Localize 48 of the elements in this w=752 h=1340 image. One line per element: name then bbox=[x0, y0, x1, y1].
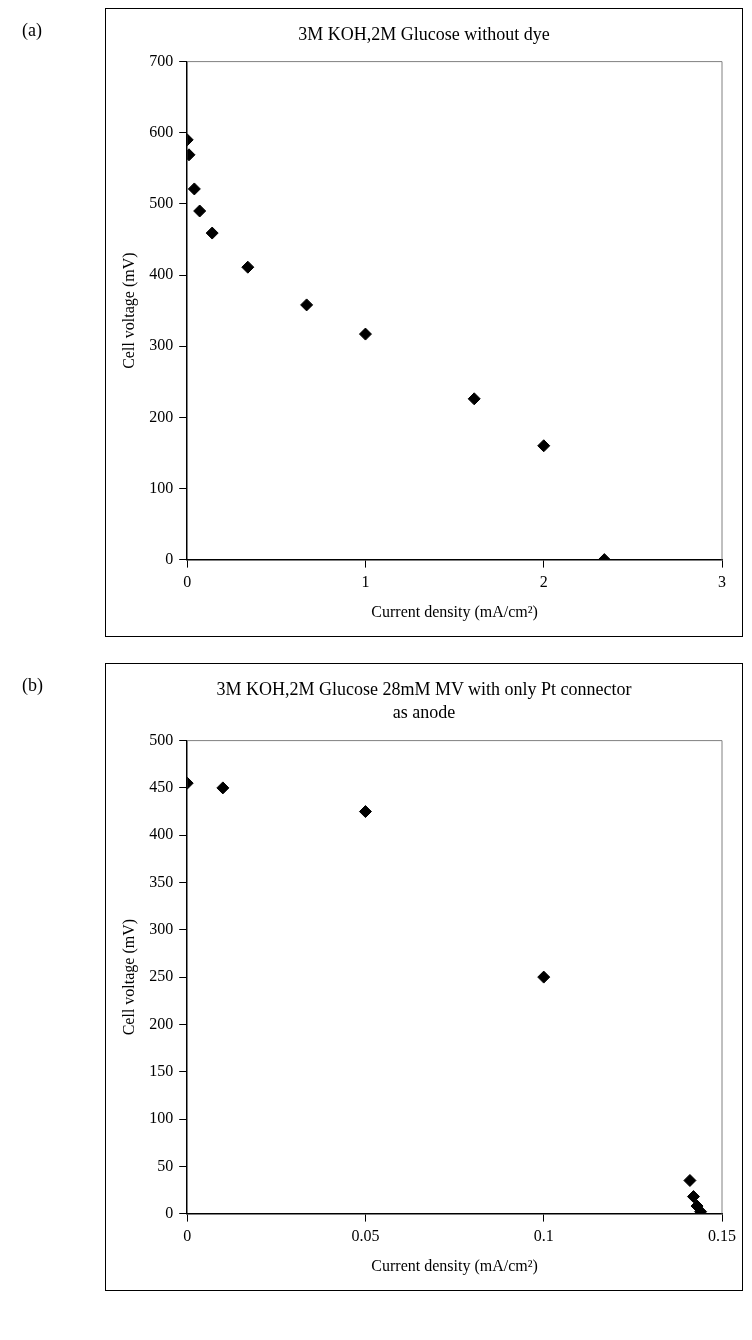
y-tick-label: 400 bbox=[149, 265, 174, 283]
x-tick-label: 0.1 bbox=[533, 1227, 554, 1245]
point bbox=[241, 261, 255, 275]
y-axis-title: Cell voltage (mV) bbox=[119, 918, 138, 1036]
y-tick-label: 300 bbox=[149, 336, 174, 354]
x-tick-label: 0 bbox=[183, 573, 192, 591]
y-tick-label: 50 bbox=[157, 1156, 174, 1174]
point bbox=[187, 182, 201, 196]
point bbox=[205, 226, 219, 240]
point bbox=[467, 392, 481, 406]
point bbox=[358, 804, 372, 818]
text: (b) bbox=[22, 675, 43, 696]
y-tick-label: 200 bbox=[149, 1014, 174, 1032]
point bbox=[300, 298, 314, 312]
point bbox=[193, 204, 207, 218]
point bbox=[216, 781, 230, 795]
x-axis-title: Current density (mA/cm²) bbox=[371, 1256, 538, 1275]
y-tick-label: 500 bbox=[149, 194, 174, 212]
y-tick-label: 350 bbox=[149, 872, 174, 890]
y-tick-label: 300 bbox=[149, 919, 174, 937]
y-tick-label: 500 bbox=[149, 730, 174, 748]
point bbox=[537, 439, 551, 453]
y-axis-title: Cell voltage (mV) bbox=[119, 252, 138, 370]
y-tick-label: 450 bbox=[149, 777, 174, 795]
point bbox=[686, 1189, 700, 1203]
y-tick-label: 600 bbox=[149, 123, 174, 141]
x-tick-label: 2 bbox=[539, 573, 548, 591]
x-axis-title: Current density (mA/cm²) bbox=[371, 602, 538, 621]
y-tick-label: 0 bbox=[165, 1203, 174, 1221]
y-tick-label: 700 bbox=[149, 52, 174, 70]
y-tick-label: 400 bbox=[149, 825, 174, 843]
point bbox=[683, 1173, 697, 1187]
y-tick-label: 250 bbox=[149, 967, 174, 985]
y-tick-label: 0 bbox=[165, 550, 174, 568]
chart-title: 3M KOH,2M Glucose without dye bbox=[297, 23, 551, 46]
x-tick-label: 1 bbox=[361, 573, 370, 591]
text: (a) bbox=[22, 20, 42, 41]
x-tick-label: 0 bbox=[183, 1227, 192, 1245]
x-tick-label: 0.05 bbox=[351, 1227, 380, 1245]
point bbox=[358, 327, 372, 341]
y-tick-label: 200 bbox=[149, 407, 174, 425]
x-tick-label: 0.15 bbox=[708, 1227, 736, 1245]
x-tick-label: 3 bbox=[718, 573, 726, 591]
y-tick-label: 100 bbox=[149, 479, 174, 497]
y-tick-label: 150 bbox=[149, 1061, 174, 1079]
chart-title: 3M KOH,2M Glucose 28mM MV with only Pt connector as anode bbox=[215, 678, 633, 725]
point bbox=[537, 970, 551, 984]
y-tick-label: 100 bbox=[149, 1108, 174, 1126]
